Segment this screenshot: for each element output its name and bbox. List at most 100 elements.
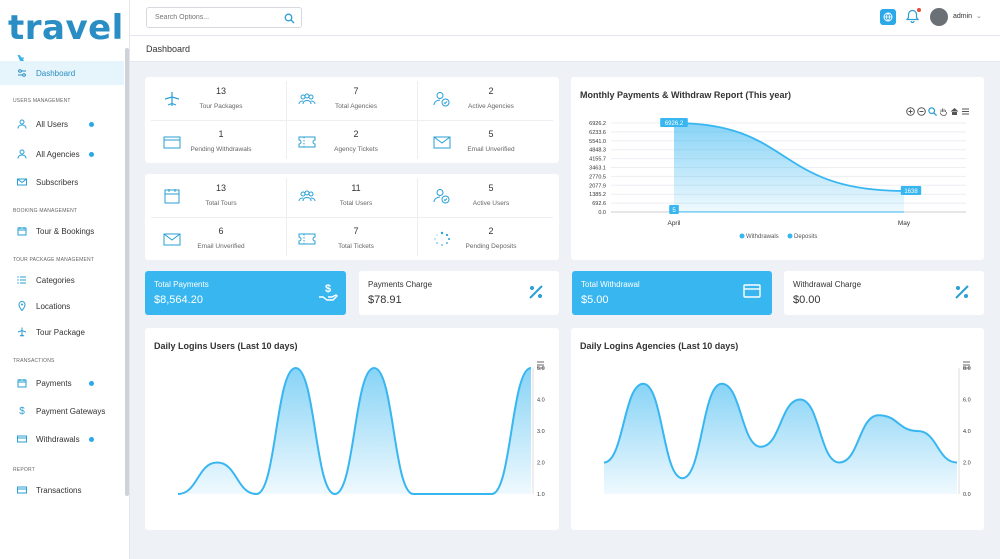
calendar-icon xyxy=(163,188,181,204)
card-value: $0.00 xyxy=(793,294,821,306)
sidebar-item-withdrawals[interactable]: Withdrawals xyxy=(0,427,124,451)
withdrawal-charge-card[interactable]: Withdrawal Charge $0.00 xyxy=(784,271,984,315)
stats-card-top: 13 Tour Packages 7 Total Agencies 2 Acti… xyxy=(145,77,559,163)
stat-value: 2 xyxy=(488,226,494,236)
stat-total-tours[interactable]: 13 Total Tours xyxy=(155,176,287,216)
status-dot xyxy=(89,121,94,127)
sidebar-item-tour-package[interactable]: Tour Package xyxy=(0,320,124,344)
menu-icon[interactable] xyxy=(961,103,970,121)
bell-icon[interactable] xyxy=(905,9,920,28)
daily-users-chart-svg: 5.0 4.0 3.0 2.0 1.0 xyxy=(177,366,545,498)
y-tick-label: 4848.3 xyxy=(589,148,606,154)
menu-icon[interactable] xyxy=(962,356,971,374)
sidebar-item-payment-gateways[interactable]: $ Payment Gateways xyxy=(0,399,124,423)
stat-pending-deposits[interactable]: 2 Pending Deposits xyxy=(425,219,557,259)
stat-label: Agency Tickets xyxy=(334,146,378,153)
stat-value: 7 xyxy=(353,226,359,236)
pan-hand-icon[interactable] xyxy=(939,103,948,121)
credit-card-icon xyxy=(163,134,181,150)
stat-label: Tour Packages xyxy=(199,103,243,110)
sidebar-item-label: Categories xyxy=(36,275,75,285)
calendar-icon xyxy=(16,377,28,389)
sidebar-item-categories[interactable]: Categories xyxy=(0,268,124,292)
stat-label: Active Users xyxy=(472,200,510,207)
chevron-down-icon[interactable]: ⌄ xyxy=(976,13,982,20)
envelope-icon xyxy=(433,134,451,150)
y-tick-label: 6.0 xyxy=(963,398,971,404)
search-icon[interactable] xyxy=(284,11,295,29)
deposits-line xyxy=(673,122,905,192)
search-input[interactable] xyxy=(146,7,302,28)
users-icon xyxy=(298,188,316,204)
y-tick-label: 0.0 xyxy=(598,210,606,216)
envelope-icon xyxy=(163,231,181,247)
chart-title: Daily Logins Users (Last 10 days) xyxy=(154,341,298,351)
stat-active-agencies[interactable]: 2 Active Agencies xyxy=(425,79,557,119)
status-dot xyxy=(89,436,94,442)
credit-card-icon xyxy=(16,484,28,496)
map-pin-icon xyxy=(16,300,28,312)
zoom-out-icon[interactable] xyxy=(917,103,926,121)
sidebar-item-tour-bookings[interactable]: Tour & Bookings xyxy=(0,219,124,243)
sidebar-item-all-agencies[interactable]: All Agencies xyxy=(0,142,124,166)
stat-value: 7 xyxy=(353,86,359,96)
legend-label: Withdrawals xyxy=(746,234,779,240)
stats-card-bottom: 13 Total Tours 11 Total Users 5 Active U… xyxy=(145,174,559,260)
y-tick-label: 6926.2 xyxy=(589,121,606,127)
percent-icon xyxy=(528,284,544,305)
stat-total-tickets[interactable]: 7 Total Tickets xyxy=(290,219,422,259)
deposits-area xyxy=(674,123,904,212)
sidebar-scrollbar[interactable] xyxy=(125,48,129,496)
sidebar-item-payments[interactable]: Payments xyxy=(0,371,124,395)
stat-total-agencies[interactable]: 7 Total Agencies xyxy=(290,79,422,119)
stat-total-users[interactable]: 11 Total Users xyxy=(290,176,422,216)
stat-label: Pending Deposits xyxy=(465,243,517,250)
sidebar: travel✈ Dashboard USERS MANAGEMENT All U… xyxy=(0,0,130,559)
y-tick-label: 8.0 xyxy=(963,366,971,372)
stat-email-unverified[interactable]: 5 Email Unverified xyxy=(425,122,557,162)
zoom-in-icon[interactable] xyxy=(906,103,915,121)
y-tick-label: 2077.9 xyxy=(589,183,606,189)
sidebar-item-transactions[interactable]: Transactions xyxy=(0,478,124,502)
stat-agency-tickets[interactable]: 2 Agency Tickets xyxy=(290,122,422,162)
user-icon xyxy=(16,148,28,160)
data-label: 1638 xyxy=(904,189,918,195)
section-tour-package-management: TOUR PACKAGE MANAGEMENT xyxy=(13,257,95,263)
status-dot xyxy=(89,380,94,386)
sidebar-item-label: Tour & Bookings xyxy=(36,226,95,236)
series-line xyxy=(177,366,532,496)
legend-label: Deposits xyxy=(794,234,817,240)
zoom-select-icon[interactable] xyxy=(928,103,938,121)
top-bar: admin ⌄ xyxy=(130,0,1000,36)
legend-marker xyxy=(787,233,793,239)
calendar-icon xyxy=(16,225,28,237)
home-reset-icon[interactable] xyxy=(950,103,959,121)
menu-icon[interactable] xyxy=(536,356,545,374)
user-name[interactable]: admin xyxy=(953,13,973,20)
stat-value: 13 xyxy=(215,86,226,96)
stat-active-users[interactable]: 5 Active Users xyxy=(425,176,557,216)
card-title: Withdrawal Charge xyxy=(793,280,862,289)
stat-label: Total Users xyxy=(339,200,373,207)
sidebar-item-locations[interactable]: Locations xyxy=(0,294,124,318)
sidebar-item-label: Subscribers xyxy=(36,177,79,187)
card-value: $78.91 xyxy=(368,294,402,306)
section-report: REPORT xyxy=(13,467,35,473)
sidebar-item-subscribers[interactable]: Subscribers xyxy=(0,170,124,194)
sidebar-item-all-users[interactable]: All Users xyxy=(0,112,124,136)
payments-charge-card[interactable]: Payments Charge $78.91 xyxy=(359,271,559,315)
y-tick-label: 2.0 xyxy=(963,461,971,467)
total-payments-card[interactable]: Total Payments $8,564.20 $ xyxy=(145,271,346,315)
avatar[interactable] xyxy=(930,8,948,26)
stat-label: Email Unverified xyxy=(197,243,245,250)
daily-logins-agencies-card: Daily Logins Agencies (Last 10 days) 8.0… xyxy=(571,328,984,530)
sidebar-item-dashboard[interactable]: Dashboard xyxy=(0,61,124,85)
stat-tour-packages[interactable]: 13 Tour Packages xyxy=(155,79,287,119)
total-withdrawal-card[interactable]: Total Withdrawal $5.00 xyxy=(572,271,772,315)
stat-pending-withdrawals[interactable]: 1 Pending Withdrawals xyxy=(155,122,287,162)
percent-icon xyxy=(954,284,970,305)
stat-value: 2 xyxy=(488,86,494,96)
globe-icon[interactable] xyxy=(880,9,896,25)
stat-email-unverified-users[interactable]: 6 Email Unverified xyxy=(155,219,287,259)
sidebar-item-label: Dashboard xyxy=(36,68,76,78)
